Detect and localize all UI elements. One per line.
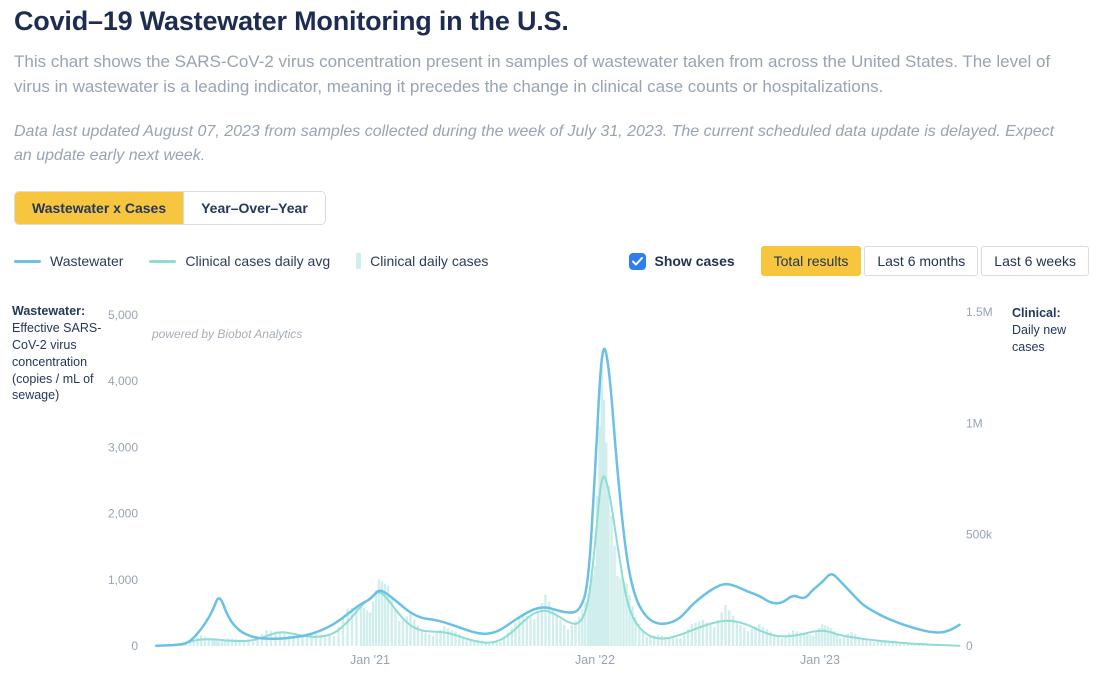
svg-text:Jan '21: Jan '21: [350, 653, 390, 667]
legend-item-wastewater: Wastewater: [14, 253, 123, 269]
page-description: This chart shows the SARS-CoV-2 virus co…: [14, 52, 1051, 96]
show-cases-toggle[interactable]: Show cases: [629, 252, 735, 270]
svg-text:5,000: 5,000: [108, 308, 138, 322]
left-axis-ticks: 5,000 4,000 3,000 2,000 1,000 0: [108, 308, 138, 653]
svg-text:500k: 500k: [966, 528, 993, 542]
range-last-6-months-button[interactable]: Last 6 months: [864, 246, 979, 276]
wastewater-line: [154, 347, 961, 647]
daily-cases-bar-swatch: [356, 253, 362, 269]
left-axis-label: Wastewater: Effective SARS-CoV-2 virus c…: [12, 303, 104, 404]
range-buttons: Total results Last 6 months Last 6 weeks: [760, 246, 1089, 276]
update-note: Data last updated August 07, 2023 from s…: [14, 123, 1055, 164]
wastewater-line-swatch: [14, 259, 41, 263]
page-title: Covid–19 Wastewater Monitoring in the U.…: [14, 6, 569, 36]
svg-text:1M: 1M: [966, 416, 983, 430]
svg-text:3,000: 3,000: [108, 440, 138, 454]
range-total-results-button[interactable]: Total results: [760, 246, 862, 276]
legend-label: Wastewater: [50, 253, 124, 269]
check-icon: [632, 256, 644, 265]
svg-text:2,000: 2,000: [108, 507, 138, 521]
clinical-daily-cases-bars: [155, 356, 961, 646]
range-last-6-weeks-button[interactable]: Last 6 weeks: [981, 246, 1089, 276]
svg-text:0: 0: [966, 639, 973, 653]
left-axis-subtitle: Effective SARS-CoV-2 virus concentration…: [12, 320, 102, 403]
x-axis-ticks: Jan '21 Jan '22 Jan '23: [350, 653, 840, 667]
chart-toolbar: Wastewater Clinical cases daily avg Clin…: [14, 246, 1089, 276]
tab-wastewater-x-cases[interactable]: Wastewater x Cases: [15, 192, 184, 224]
svg-text:Jan '22: Jan '22: [575, 653, 615, 667]
right-axis-ticks: 1.5M 1M 500k 0: [966, 305, 993, 653]
tab-year-over-year[interactable]: Year–Over–Year: [183, 192, 325, 224]
clinical-cases-avg-line: [155, 475, 961, 647]
chart-legend: Wastewater Clinical cases daily avg Clin…: [14, 253, 488, 269]
view-tabs: Wastewater x Cases Year–Over–Year: [14, 191, 326, 225]
svg-text:0: 0: [131, 639, 138, 653]
right-axis-subtitle: Daily new cases: [1012, 322, 1067, 354]
legend-item-daily-cases: Clinical daily cases: [356, 253, 488, 269]
legend-item-clinical-avg: Clinical cases daily avg: [149, 253, 330, 269]
left-axis-title: Wastewater:: [12, 304, 86, 318]
right-axis-label: Clinical: Daily new cases: [1012, 305, 1100, 356]
right-axis-title: Clinical:: [1012, 306, 1061, 320]
legend-label: Clinical daily cases: [370, 253, 489, 269]
clinical-avg-line-swatch: [149, 259, 177, 263]
show-cases-label: Show cases: [654, 253, 735, 269]
chart-area: Wastewater: Effective SARS-CoV-2 virus c…: [0, 295, 1103, 674]
svg-text:1.5M: 1.5M: [966, 305, 993, 319]
show-cases-checkbox[interactable]: [629, 252, 647, 270]
svg-text:Jan '23: Jan '23: [800, 653, 840, 667]
svg-text:4,000: 4,000: [108, 374, 138, 388]
svg-text:1,000: 1,000: [108, 573, 138, 587]
chart-canvas[interactable]: 5,000 4,000 3,000 2,000 1,000 0 1.5M 1M 500k 0 Jan…: [0, 295, 1103, 674]
legend-label: Clinical cases daily avg: [185, 253, 331, 269]
right-controls: Show cases Total results Last 6 months L…: [629, 246, 1089, 276]
watermark: powered by Biobot Analytics: [152, 327, 303, 341]
